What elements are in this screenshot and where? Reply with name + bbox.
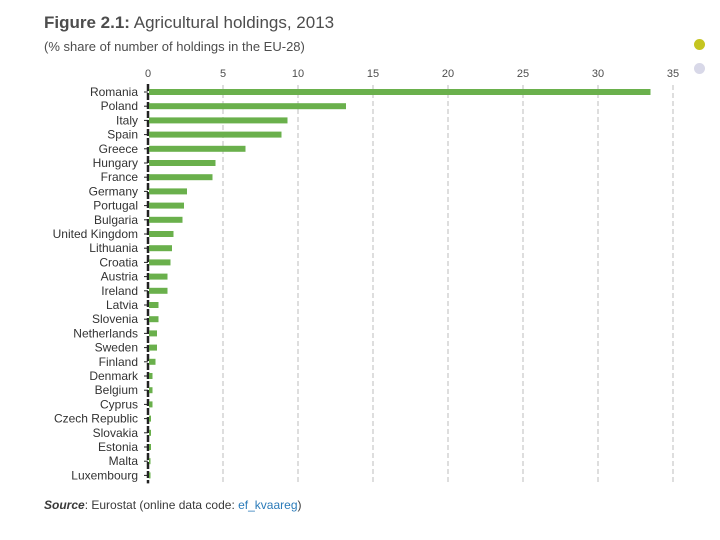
category-label: Italy	[116, 113, 138, 127]
source-close: )	[297, 498, 302, 512]
category-label: Ireland	[101, 284, 138, 298]
bar	[149, 117, 288, 124]
bar	[149, 373, 153, 379]
bar	[149, 287, 168, 294]
source-note: Source: Eurostat (online data code: ef_k…	[44, 498, 302, 512]
bar	[149, 387, 153, 394]
bar	[149, 89, 651, 95]
category-label: Portugal	[93, 199, 138, 213]
x-tick-label: 5	[220, 68, 226, 80]
x-tick-label: 30	[592, 68, 604, 80]
category-label: Spain	[107, 128, 138, 142]
category-label: Poland	[101, 99, 138, 113]
bar	[149, 145, 246, 152]
x-tick-label: 25	[517, 68, 529, 80]
bar	[149, 444, 151, 450]
category-label: Denmark	[89, 369, 139, 383]
bar	[149, 458, 151, 465]
chart-subtitle: (% share of number of holdings in the EU…	[44, 39, 305, 54]
category-label: Luxembourg	[71, 468, 138, 482]
category-label: Sweden	[95, 341, 138, 355]
category-label: Bulgaria	[94, 213, 138, 227]
bar	[149, 415, 151, 422]
x-tick-label: 0	[145, 68, 151, 80]
category-label: Germany	[89, 184, 138, 198]
bar	[149, 160, 216, 166]
bar	[149, 103, 346, 110]
bar	[149, 231, 174, 237]
bar	[149, 344, 157, 351]
bar	[149, 472, 151, 479]
category-label: Estonia	[98, 440, 138, 454]
bar	[149, 131, 282, 138]
category-label: Latvia	[106, 298, 138, 312]
x-tick-label: 15	[367, 68, 379, 80]
figure-number: Figure 2.1:	[44, 13, 130, 32]
category-label: Netherlands	[73, 326, 138, 340]
bar	[149, 302, 159, 308]
bar	[149, 202, 184, 209]
category-label: Czech Republic	[54, 412, 138, 426]
bar	[149, 245, 172, 252]
source-label: Source	[44, 498, 85, 512]
bar	[149, 316, 159, 323]
x-tick-label: 35	[667, 68, 679, 80]
figure-title: Agricultural holdings, 2013	[133, 13, 335, 32]
bar	[149, 273, 168, 280]
chart-title: Figure 2.1: Agricultural holdings, 2013	[44, 13, 334, 33]
category-label: Malta	[109, 454, 139, 468]
bar	[149, 259, 171, 266]
bar	[149, 429, 151, 436]
decorative-dot-gray	[694, 63, 705, 74]
category-label: Slovakia	[93, 426, 139, 440]
decorative-dot-yellow	[694, 39, 705, 50]
x-tick-label: 20	[442, 68, 454, 80]
x-tick-label: 10	[292, 68, 304, 80]
category-label: Finland	[99, 355, 138, 369]
category-label: France	[101, 170, 139, 184]
category-label: Greece	[99, 142, 139, 156]
category-label: Romania	[90, 85, 138, 99]
category-label: United Kingdom	[53, 227, 138, 241]
category-label: Slovenia	[92, 312, 138, 326]
category-label: Belgium	[95, 383, 138, 397]
source-text: : Eurostat (online data code:	[84, 498, 239, 512]
category-label: Croatia	[99, 255, 138, 269]
bar	[149, 174, 213, 181]
category-label: Lithuania	[89, 241, 138, 255]
bar	[149, 188, 187, 195]
bar	[149, 330, 157, 337]
bar	[149, 358, 156, 365]
bar	[149, 216, 183, 223]
category-label: Hungary	[93, 156, 138, 170]
bar	[149, 401, 153, 408]
category-label: Cyprus	[100, 397, 138, 411]
source-code-link[interactable]: ef_kvaareg	[238, 498, 298, 512]
category-label: Austria	[101, 270, 139, 284]
